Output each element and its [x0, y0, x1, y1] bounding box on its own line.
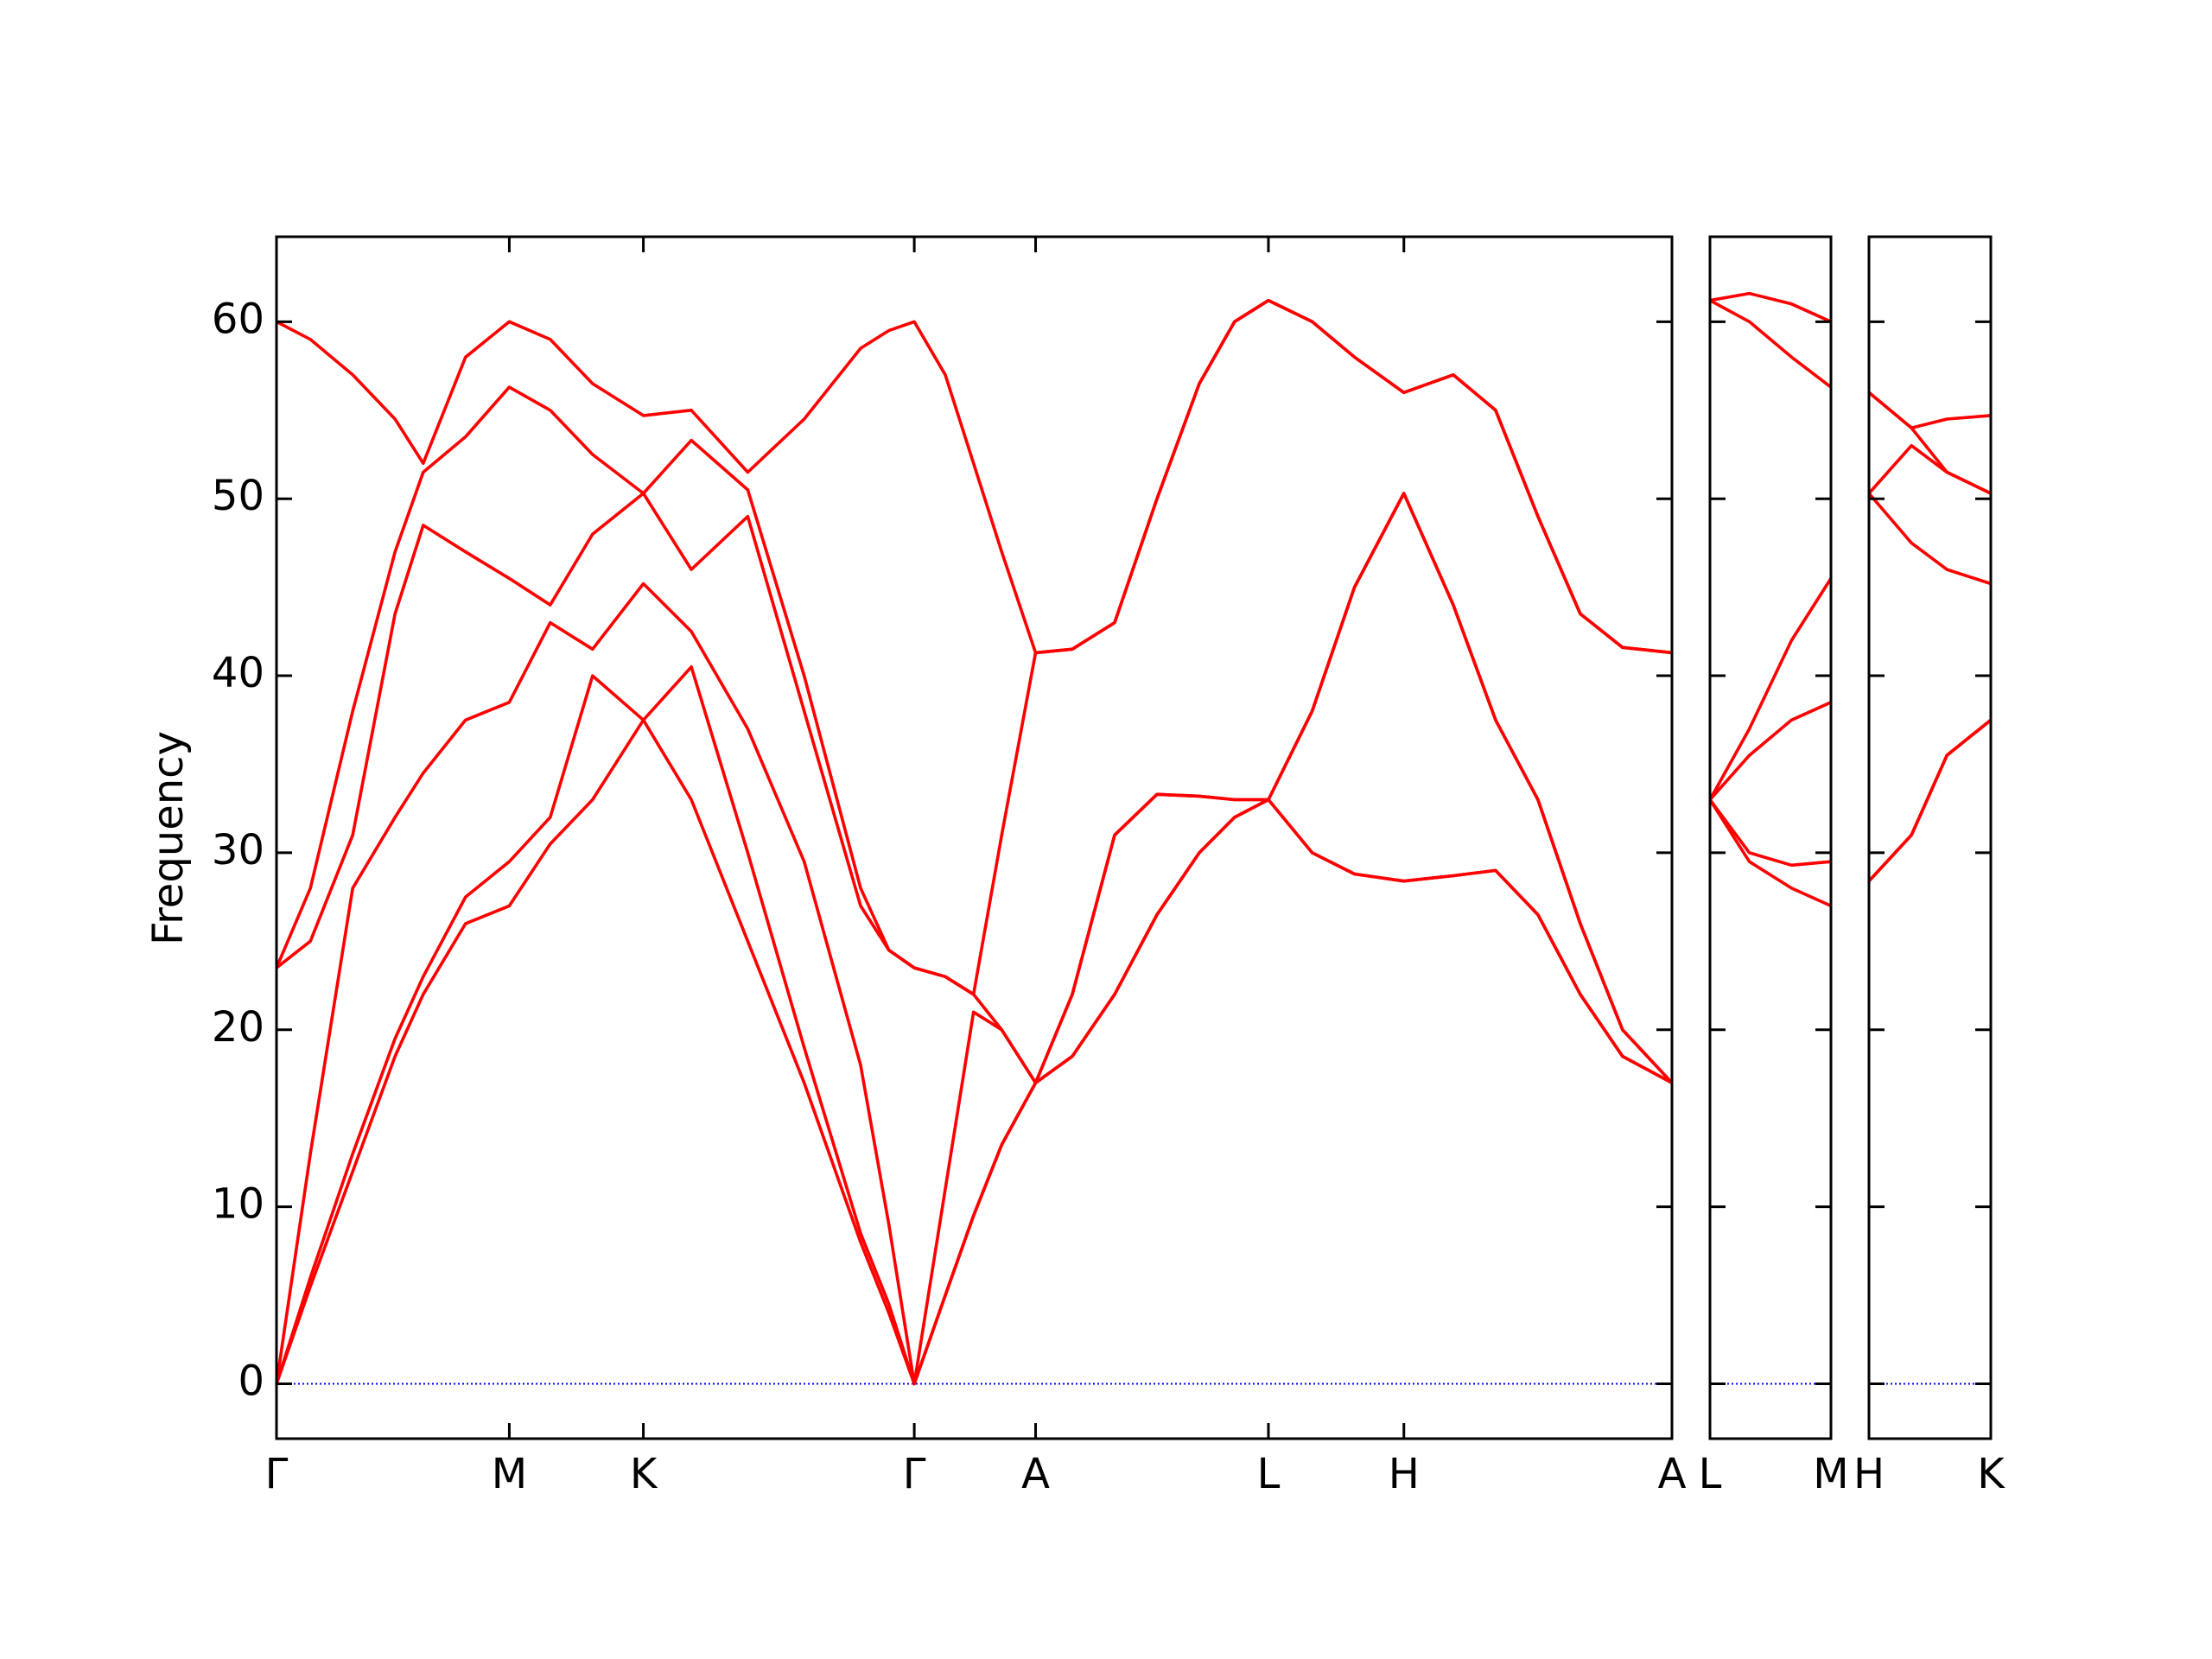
x-tick-label: A [1658, 1450, 1687, 1498]
x-tick-label: Γ [265, 1450, 289, 1498]
band-line [275, 298, 1673, 996]
x-tick-label: H [1853, 1450, 1885, 1498]
band-line [1708, 577, 1833, 801]
x-tick-label: Γ [903, 1450, 926, 1498]
x-tick-label: A [1021, 1450, 1050, 1498]
y-tick-label: 0 [238, 1357, 264, 1405]
y-tick-label: 60 [212, 295, 264, 343]
plot-frame [1708, 235, 1833, 1440]
plot-frame [1867, 235, 1993, 1440]
y-tick-label: 40 [212, 649, 264, 697]
x-tick-label: M [1813, 1450, 1848, 1498]
band-line [1709, 291, 1832, 323]
band-line [276, 298, 1673, 655]
plot-frame [275, 235, 1674, 1440]
x-tick-label: K [1977, 1450, 2005, 1498]
x-tick-label: K [630, 1450, 658, 1498]
x-tick-label: H [1389, 1450, 1420, 1498]
y-tick-label: 30 [212, 826, 264, 874]
band-line [1709, 299, 1833, 389]
band-line [1708, 798, 1832, 868]
x-tick-label: L [1257, 1450, 1281, 1498]
x-tick-label: M [492, 1450, 527, 1498]
band-line [275, 718, 1673, 1386]
band-line [1867, 391, 1992, 429]
y-tick-label: 20 [212, 1003, 264, 1052]
band-line [1867, 492, 1992, 586]
x-tick-label: L [1699, 1450, 1722, 1498]
band-line [1867, 718, 1993, 882]
y-tick-label: 50 [212, 472, 264, 520]
band-line [1708, 701, 1832, 801]
band-line [1708, 798, 1832, 908]
y-tick-label: 10 [212, 1180, 264, 1229]
y-axis-label: Frequency [144, 731, 193, 945]
band-line [275, 665, 1673, 1386]
band-line [1867, 718, 1993, 882]
